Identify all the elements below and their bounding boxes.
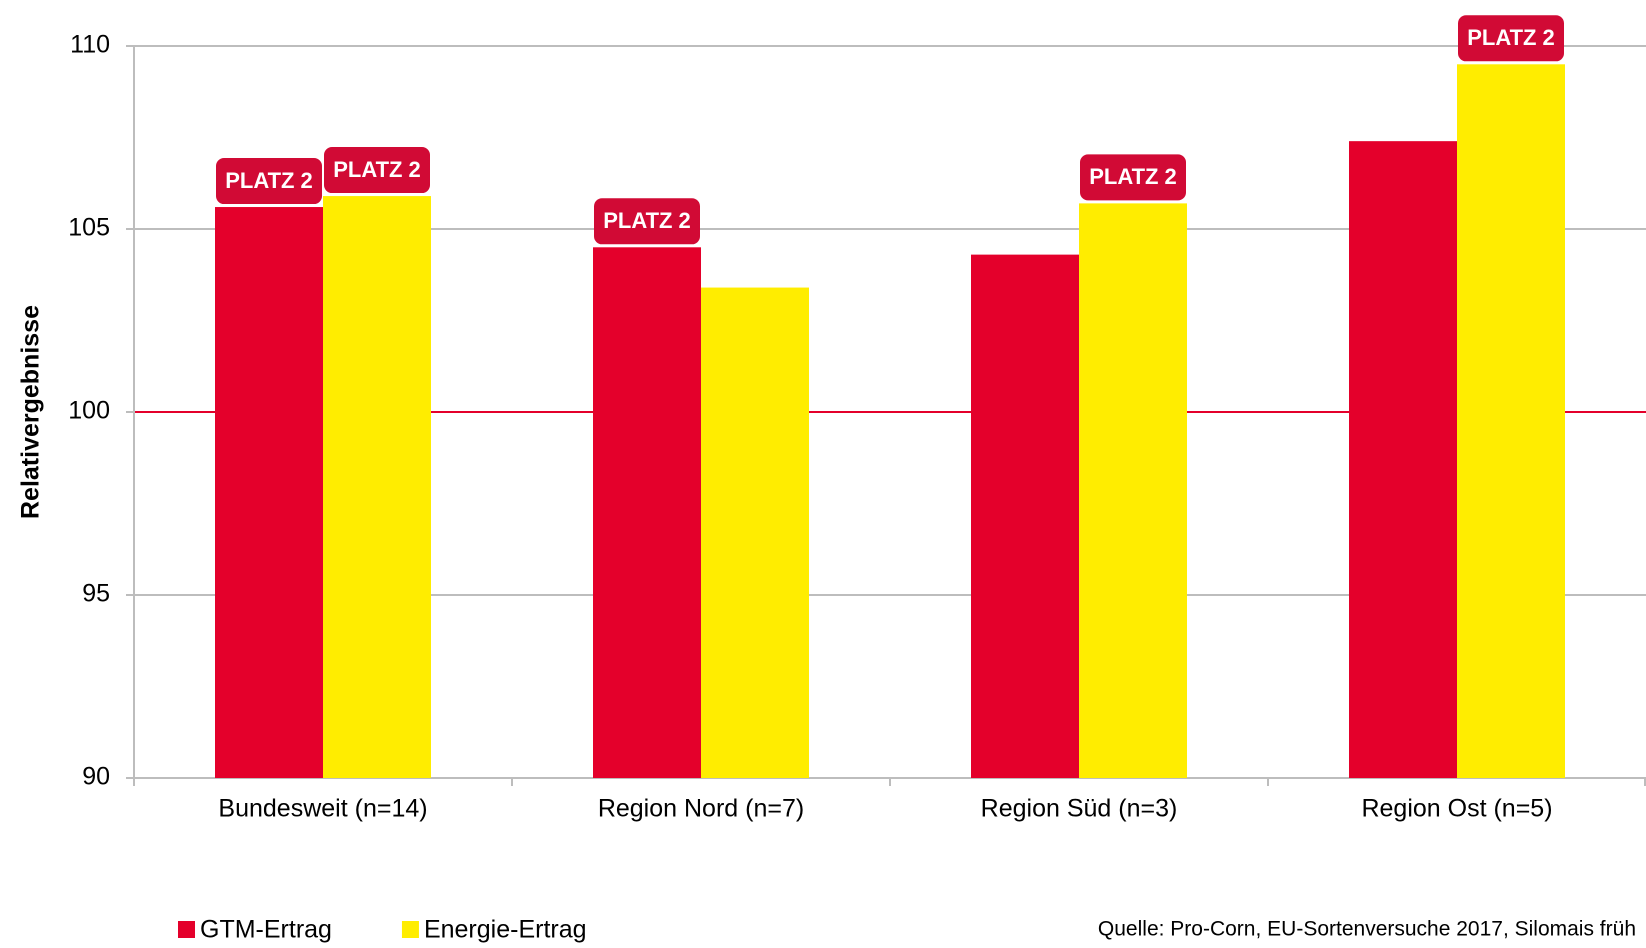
y-tick-label: 95: [82, 580, 110, 608]
bar: [1349, 141, 1457, 778]
badge: [324, 147, 430, 194]
legend-label: Energie-Ertrag: [424, 916, 587, 944]
badge: [216, 158, 322, 205]
legend-label: GTM-Ertrag: [200, 916, 332, 944]
x-tick-label: Region Süd (n=3): [981, 795, 1178, 823]
x-tick-label: Region Nord (n=7): [598, 795, 804, 823]
badge-text: PLATZ 2: [1467, 25, 1555, 50]
bar: [1079, 203, 1187, 778]
x-tick-label: Region Ost (n=5): [1361, 795, 1552, 823]
badge: [594, 198, 700, 245]
bar: [1457, 64, 1565, 779]
legend-swatch: [401, 921, 419, 938]
badge: [1080, 154, 1186, 201]
y-axis-label: Relativergebnisse: [17, 305, 45, 519]
badge: [1458, 15, 1564, 62]
bar: [701, 287, 809, 778]
bar: [593, 247, 701, 779]
badge-text: PLATZ 2: [225, 168, 313, 193]
y-tick-label: 105: [68, 214, 110, 242]
badge-text: PLATZ 2: [603, 208, 691, 233]
bar: [323, 196, 431, 778]
y-tick-label: 100: [68, 397, 110, 425]
badge-text: PLATZ 2: [1089, 164, 1177, 189]
bar: [215, 207, 323, 779]
x-tick-label: Bundesweit (n=14): [218, 795, 427, 823]
y-tick-label: 90: [82, 763, 110, 791]
badge-text: PLATZ 2: [333, 157, 421, 182]
y-tick-label: 110: [70, 31, 110, 59]
bar: [971, 254, 1079, 778]
legend-swatch: [178, 921, 195, 938]
source-note: Quelle: Pro-Corn, EU-Sortenversuche 2017…: [1098, 918, 1636, 941]
